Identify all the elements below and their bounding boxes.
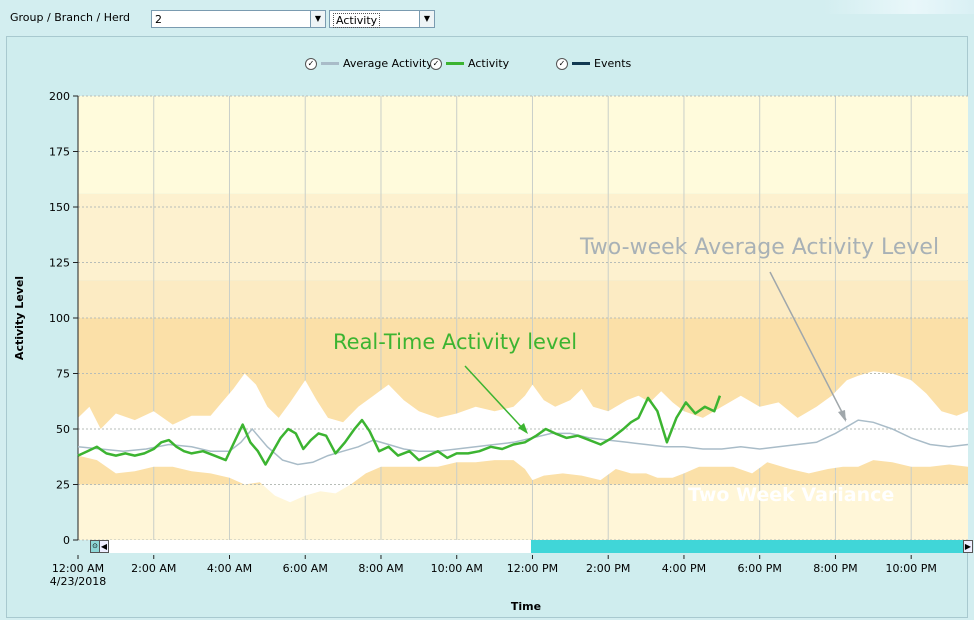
toolbar: Group / Branch / Herd 2 ▼ Activity ▼ <box>0 0 974 36</box>
annotation-average-activity: Two-week Average Activity Level <box>580 235 939 260</box>
x-tick-sublabel: 4/23/2018 <box>50 575 106 588</box>
legend-swatch <box>446 62 464 65</box>
x-tick-label: 4:00 AM <box>207 562 252 575</box>
background-band <box>78 280 968 318</box>
background-band <box>78 193 968 281</box>
x-tick-label: 8:00 PM <box>813 562 857 575</box>
activity-line <box>77 395 722 466</box>
metric-select[interactable]: Activity ▼ <box>329 10 435 28</box>
background-band <box>78 96 968 194</box>
legend-swatch <box>321 62 339 65</box>
legend-swatch <box>572 62 590 65</box>
annotation-text: Real-Time Activity level <box>333 330 578 354</box>
average-activity-line <box>77 419 969 466</box>
average-annotation-arrow <box>769 271 847 421</box>
y-tick-label: 75 <box>56 368 70 381</box>
x-tick-label: 10:00 PM <box>886 562 937 575</box>
scrollbar-track[interactable] <box>109 540 531 553</box>
y-tick-label: 150 <box>49 201 70 214</box>
x-tick-label: 8:00 AM <box>358 562 403 575</box>
legend-item-events[interactable]: ✓ Events <box>556 57 631 70</box>
x-tick-label: 12:00 PM <box>507 562 558 575</box>
y-tick-label: 0 <box>63 534 70 547</box>
checkmark-icon[interactable]: ✓ <box>430 57 442 70</box>
y-tick-label: 25 <box>56 479 70 492</box>
x-tick-label: 10:00 AM <box>431 562 483 575</box>
y-tick-label: 200 <box>49 90 70 103</box>
annotation-text: Two-week Average Activity Level <box>580 235 940 260</box>
legend-label: Events <box>594 57 632 70</box>
time-scrollbar[interactable]: ⊙ ◀ ▶ <box>90 540 973 553</box>
x-tick-label: 4:00 PM <box>662 562 706 575</box>
group-branch-herd-label: Group / Branch / Herd <box>10 11 131 24</box>
two-week-variance-area <box>78 371 968 503</box>
x-tick-label: 6:00 PM <box>738 562 782 575</box>
scroll-left-icon[interactable]: ◀ <box>99 540 109 553</box>
group-select-value: 2 <box>155 13 162 26</box>
activity-annotation-arrow <box>464 365 527 433</box>
annotation-two-week-variance: Two Week Variance <box>688 484 894 506</box>
metric-select-value: Activity <box>333 13 381 28</box>
background-band <box>78 484 968 540</box>
y-tick-label: 175 <box>49 146 70 159</box>
window-corner-decoration <box>824 0 974 14</box>
x-tick-label: 2:00 PM <box>586 562 630 575</box>
chevron-down-icon[interactable]: ▼ <box>310 11 325 27</box>
legend-item-average-activity[interactable]: ✓ Average Activity <box>305 57 433 70</box>
x-tick-label: 6:00 AM <box>283 562 328 575</box>
scroll-right-icon[interactable]: ▶ <box>963 540 973 553</box>
x-tick-label: 12:00 AM <box>52 562 104 575</box>
y-tick-label: 50 <box>56 423 70 436</box>
y-axis-label: Activity Level <box>13 276 26 360</box>
legend-label: Activity <box>468 57 510 70</box>
arrowhead-icon <box>518 423 528 434</box>
x-axis-label: Time <box>511 600 541 613</box>
annotation-real-time-activity: Real-Time Activity level <box>333 330 577 354</box>
legend-item-activity[interactable]: ✓ Activity <box>430 57 509 70</box>
y-tick-label: 100 <box>49 312 70 325</box>
arrowhead-icon <box>838 410 846 422</box>
checkmark-icon[interactable]: ✓ <box>556 57 568 70</box>
x-tick-label: 2:00 AM <box>131 562 176 575</box>
checkmark-icon[interactable]: ✓ <box>305 57 317 70</box>
annotation-text: Two Week Variance <box>688 484 895 506</box>
chevron-down-icon[interactable]: ▼ <box>419 11 434 27</box>
legend-label: Average Activity <box>343 57 433 70</box>
group-select[interactable]: 2 ▼ <box>151 10 326 28</box>
scrollbar-thumb[interactable] <box>531 540 963 553</box>
y-tick-label: 125 <box>49 257 70 270</box>
